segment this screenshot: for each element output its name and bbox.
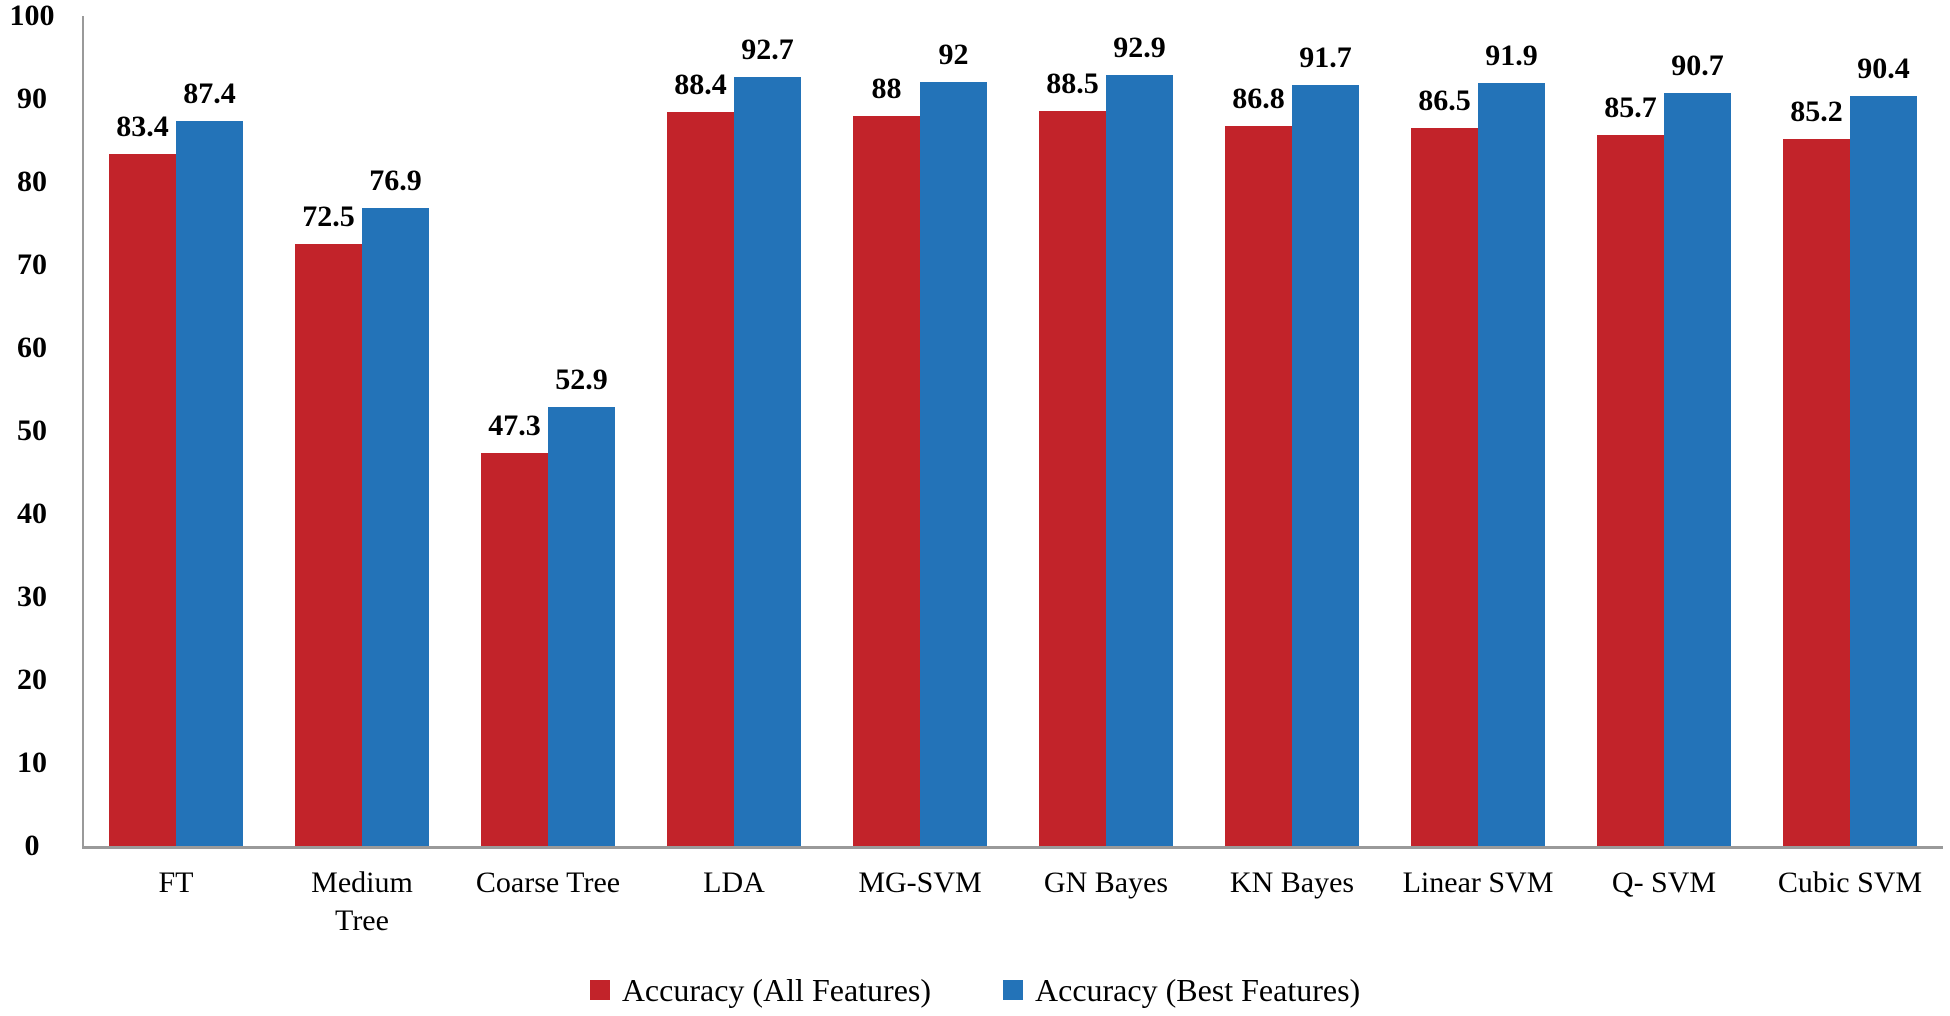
x-axis-line	[82, 846, 1943, 849]
bar-best-features	[362, 207, 429, 846]
legend-label: Accuracy (Best Features)	[1035, 972, 1361, 1008]
x-category-label: GN Bayes	[1043, 866, 1169, 899]
bar-best-features	[734, 76, 801, 846]
legend-swatch-icon	[1003, 980, 1023, 1000]
bar-all-features	[109, 153, 176, 846]
x-category-label: FT	[158, 866, 194, 899]
bar-value-label: 87.4	[183, 76, 236, 110]
bar-all-features	[1411, 128, 1478, 846]
bar-all-features	[295, 244, 362, 846]
y-tick-label: 0	[24, 829, 40, 862]
y-axis-line	[82, 16, 84, 848]
y-tick-label: 10	[17, 746, 47, 779]
bar-best-features	[920, 82, 987, 846]
bar-value-label: 92	[938, 38, 969, 72]
bar-best-features	[1292, 84, 1359, 846]
y-tick-label: 40	[17, 497, 47, 530]
chart-legend: Accuracy (All Features) Accuracy (Best Fe…	[0, 968, 1950, 1012]
bar-value-label: 90.7	[1671, 49, 1724, 83]
x-category-label: Medium Tree	[311, 866, 413, 937]
y-tick-label: 20	[17, 663, 47, 696]
legend-item-all-features: Accuracy (All Features)	[589, 972, 931, 1008]
bar-all-features	[481, 453, 548, 846]
x-category-label: MG-SVM	[858, 866, 982, 899]
bar-value-label: 88	[871, 71, 902, 105]
bar-value-label: 83.4	[116, 109, 169, 143]
x-category-label: Q- SVM	[1611, 866, 1717, 899]
x-category-label: LDA	[703, 866, 765, 899]
bar-best-features	[1664, 93, 1731, 846]
x-category-label: Cubic SVM	[1777, 866, 1923, 899]
bar-value-label: 85.7	[1604, 90, 1657, 124]
bar-best-features	[1478, 83, 1545, 846]
bar-value-label: 76.9	[369, 163, 422, 197]
y-tick-label: 90	[17, 82, 47, 115]
y-tick-label: 80	[17, 165, 47, 198]
y-tick-label: 30	[17, 580, 47, 613]
bar-value-label: 85.2	[1790, 94, 1843, 128]
y-tick-label: 70	[17, 248, 47, 281]
bar-all-features	[853, 115, 920, 846]
x-category-label: Coarse Tree	[475, 866, 621, 899]
y-tick-label: 50	[17, 414, 47, 447]
legend-label: Accuracy (All Features)	[621, 972, 931, 1008]
bar-all-features	[1225, 125, 1292, 846]
y-tick-label: 100	[9, 0, 55, 32]
bar-all-features	[667, 112, 734, 846]
bar-all-features	[1039, 111, 1106, 846]
bar-value-label: 91.7	[1299, 40, 1352, 74]
y-tick-label: 60	[17, 331, 47, 364]
bar-all-features	[1783, 138, 1850, 846]
bar-value-label: 52.9	[555, 362, 608, 396]
bar-best-features	[548, 406, 615, 846]
bar-value-label: 91.9	[1485, 39, 1538, 73]
bar-value-label: 92.7	[741, 32, 794, 66]
legend-item-best-features: Accuracy (Best Features)	[1003, 974, 1360, 1006]
bar-value-label: 86.8	[1232, 81, 1285, 115]
bar-all-features	[1597, 134, 1664, 846]
x-category-label: Linear SVM	[1402, 866, 1554, 899]
legend-swatch-icon	[589, 980, 610, 1000]
bar-value-label: 72.5	[302, 200, 355, 234]
bar-best-features	[1850, 95, 1917, 846]
bar-value-label: 90.4	[1857, 51, 1910, 85]
bar-value-label: 88.5	[1046, 67, 1099, 101]
bar-best-features	[1106, 74, 1173, 846]
x-category-label: KN Bayes	[1229, 866, 1355, 899]
bar-value-label: 86.5	[1418, 84, 1471, 118]
bar-value-label: 92.9	[1113, 30, 1166, 64]
bar-value-label: 47.3	[488, 409, 541, 443]
bar-best-features	[176, 120, 243, 846]
bar-value-label: 88.4	[674, 68, 727, 102]
